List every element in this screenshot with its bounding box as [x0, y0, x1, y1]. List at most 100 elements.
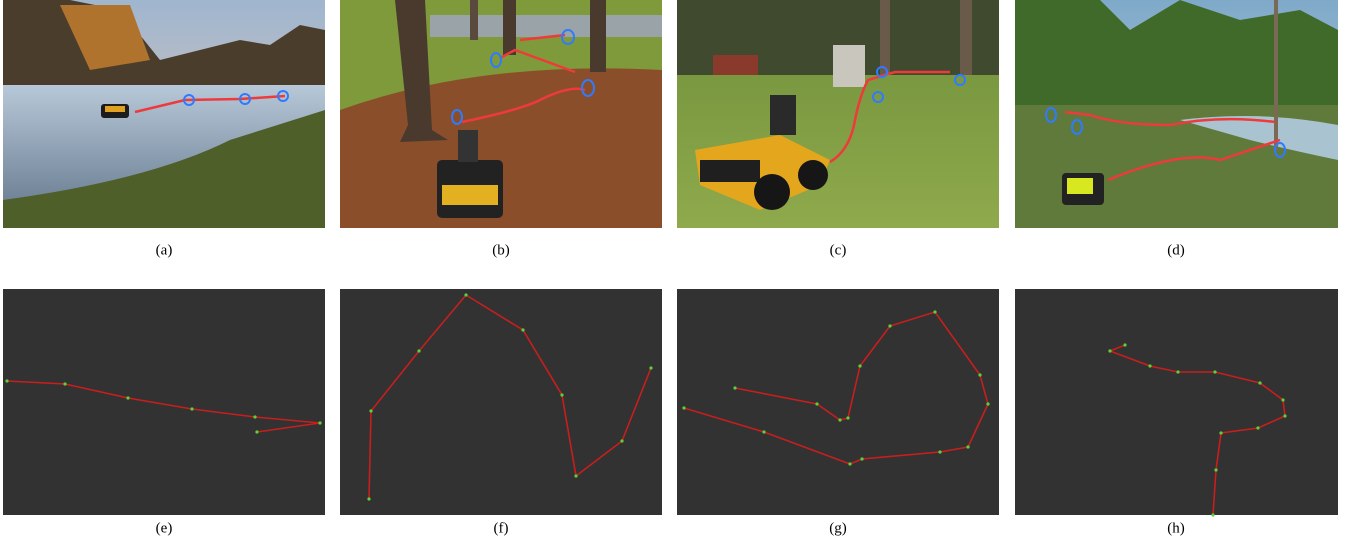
trajectory-point [762, 430, 766, 434]
trajectory-point [1214, 468, 1218, 472]
trajectory-point [733, 386, 737, 390]
tree-trunk [960, 0, 972, 75]
trajectory-point [620, 439, 624, 443]
trajectory-point [1256, 426, 1260, 430]
path-sketch [1064, 110, 1281, 182]
trajectory-point [1258, 381, 1262, 385]
caption: (h) [1167, 520, 1185, 536]
grass [3, 110, 325, 228]
trajectory-point [978, 373, 982, 377]
path-sketch [829, 70, 950, 164]
trajectory-point [815, 402, 819, 406]
plot-background [340, 289, 662, 515]
plot-background [677, 289, 999, 515]
plot-background [3, 289, 325, 515]
caption: (f) [494, 520, 509, 536]
caption: (a) [156, 242, 173, 258]
waypoint [451, 109, 463, 125]
trajectory-point [1176, 370, 1180, 374]
caption: (e) [156, 520, 173, 536]
trajectory-point [63, 382, 67, 386]
bench [713, 55, 758, 75]
trajectory-point [1123, 343, 1127, 347]
robot [700, 160, 760, 182]
trajectory-point [1108, 349, 1112, 353]
trees [60, 5, 150, 70]
waypoint [1274, 142, 1286, 158]
tree-trunk [590, 0, 606, 72]
trajectory-point [126, 396, 130, 400]
tree-trunk [503, 0, 516, 55]
trajectory-point [1213, 370, 1217, 374]
trajectory-point [933, 310, 937, 314]
road [430, 15, 662, 37]
path-sketch [134, 94, 286, 114]
trajectory-point [986, 402, 990, 406]
tree-trunk [395, 0, 448, 142]
photo-d [1015, 0, 1338, 228]
trajectory-point [190, 407, 194, 411]
waypoint [581, 79, 595, 97]
trajectory-point [1283, 414, 1287, 418]
trajectory-point [369, 409, 373, 413]
trajectory-point [1219, 431, 1223, 435]
trajectory-point [938, 450, 942, 454]
robot-sensor [770, 95, 796, 135]
trajectory-point [574, 474, 578, 478]
caption: (g) [829, 520, 847, 536]
robot [1067, 178, 1093, 194]
trajectory-point [255, 430, 259, 434]
waypoint [277, 90, 289, 102]
waypoint [954, 74, 966, 86]
path-sketch [461, 33, 586, 124]
waypoint [183, 94, 195, 106]
photo-b [340, 0, 662, 228]
trajectory [1107, 344, 1286, 516]
trajectory-point [860, 457, 864, 461]
trajectory-point [848, 462, 852, 466]
trajectory-point [649, 366, 653, 370]
trajectory-point [1211, 513, 1215, 517]
trajectory-point [417, 349, 421, 353]
trajectory-point [858, 364, 862, 368]
pole [1274, 0, 1278, 150]
wheel [754, 174, 790, 210]
tree-trunk [880, 0, 890, 75]
trajectory-point [682, 406, 686, 410]
trajectory-point [838, 418, 842, 422]
waypoint [1045, 107, 1057, 123]
trajectory-point [253, 415, 257, 419]
photo-c [677, 0, 999, 228]
caption: (d) [1167, 242, 1185, 258]
waypoint [876, 66, 888, 78]
plot-background [1015, 289, 1338, 515]
water [1180, 116, 1338, 160]
caption: (b) [492, 242, 510, 258]
robot [105, 106, 125, 112]
pillar [833, 45, 865, 87]
waypoint [561, 29, 575, 45]
trajectory-point [5, 379, 9, 383]
trajectory-point [367, 497, 371, 501]
wheel [798, 160, 828, 190]
trajectory-point [846, 416, 850, 420]
trajectory-point [521, 328, 525, 332]
robot [695, 135, 830, 210]
trajectory-plots [3, 289, 1338, 517]
trajectory-point [1148, 364, 1152, 368]
photo-a [3, 0, 325, 228]
caption: (c) [830, 242, 847, 258]
waypoint [239, 93, 251, 105]
trees [1015, 0, 1338, 115]
tree-trunk [470, 0, 478, 40]
trajectory-point [888, 324, 892, 328]
trajectory-point [1281, 398, 1285, 402]
robot-sensor [458, 130, 478, 162]
trajectory-point [464, 293, 468, 297]
waypoint [490, 52, 502, 68]
trajectory-point [318, 421, 322, 425]
trajectory-point [560, 393, 564, 397]
waypoint [1071, 119, 1083, 135]
